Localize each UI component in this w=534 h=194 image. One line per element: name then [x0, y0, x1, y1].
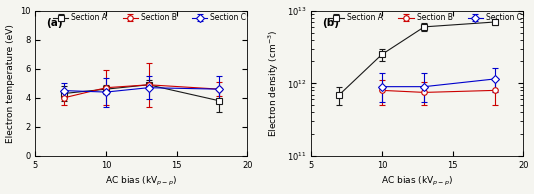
X-axis label: AC bias (kV$_{p-p}$): AC bias (kV$_{p-p}$) — [381, 175, 453, 188]
Y-axis label: Electron temperature (eV): Electron temperature (eV) — [5, 24, 14, 143]
Text: (b): (b) — [322, 18, 339, 28]
Text: (a): (a) — [46, 18, 62, 28]
Legend: Section A, Section B, Section C: Section A, Section B, Section C — [51, 12, 248, 24]
X-axis label: AC bias (kV$_{p-p}$): AC bias (kV$_{p-p}$) — [105, 175, 178, 188]
Y-axis label: Electron density (cm$^{-3}$): Electron density (cm$^{-3}$) — [266, 30, 281, 137]
Legend: Section A, Section B, Section C: Section A, Section B, Section C — [327, 12, 524, 24]
